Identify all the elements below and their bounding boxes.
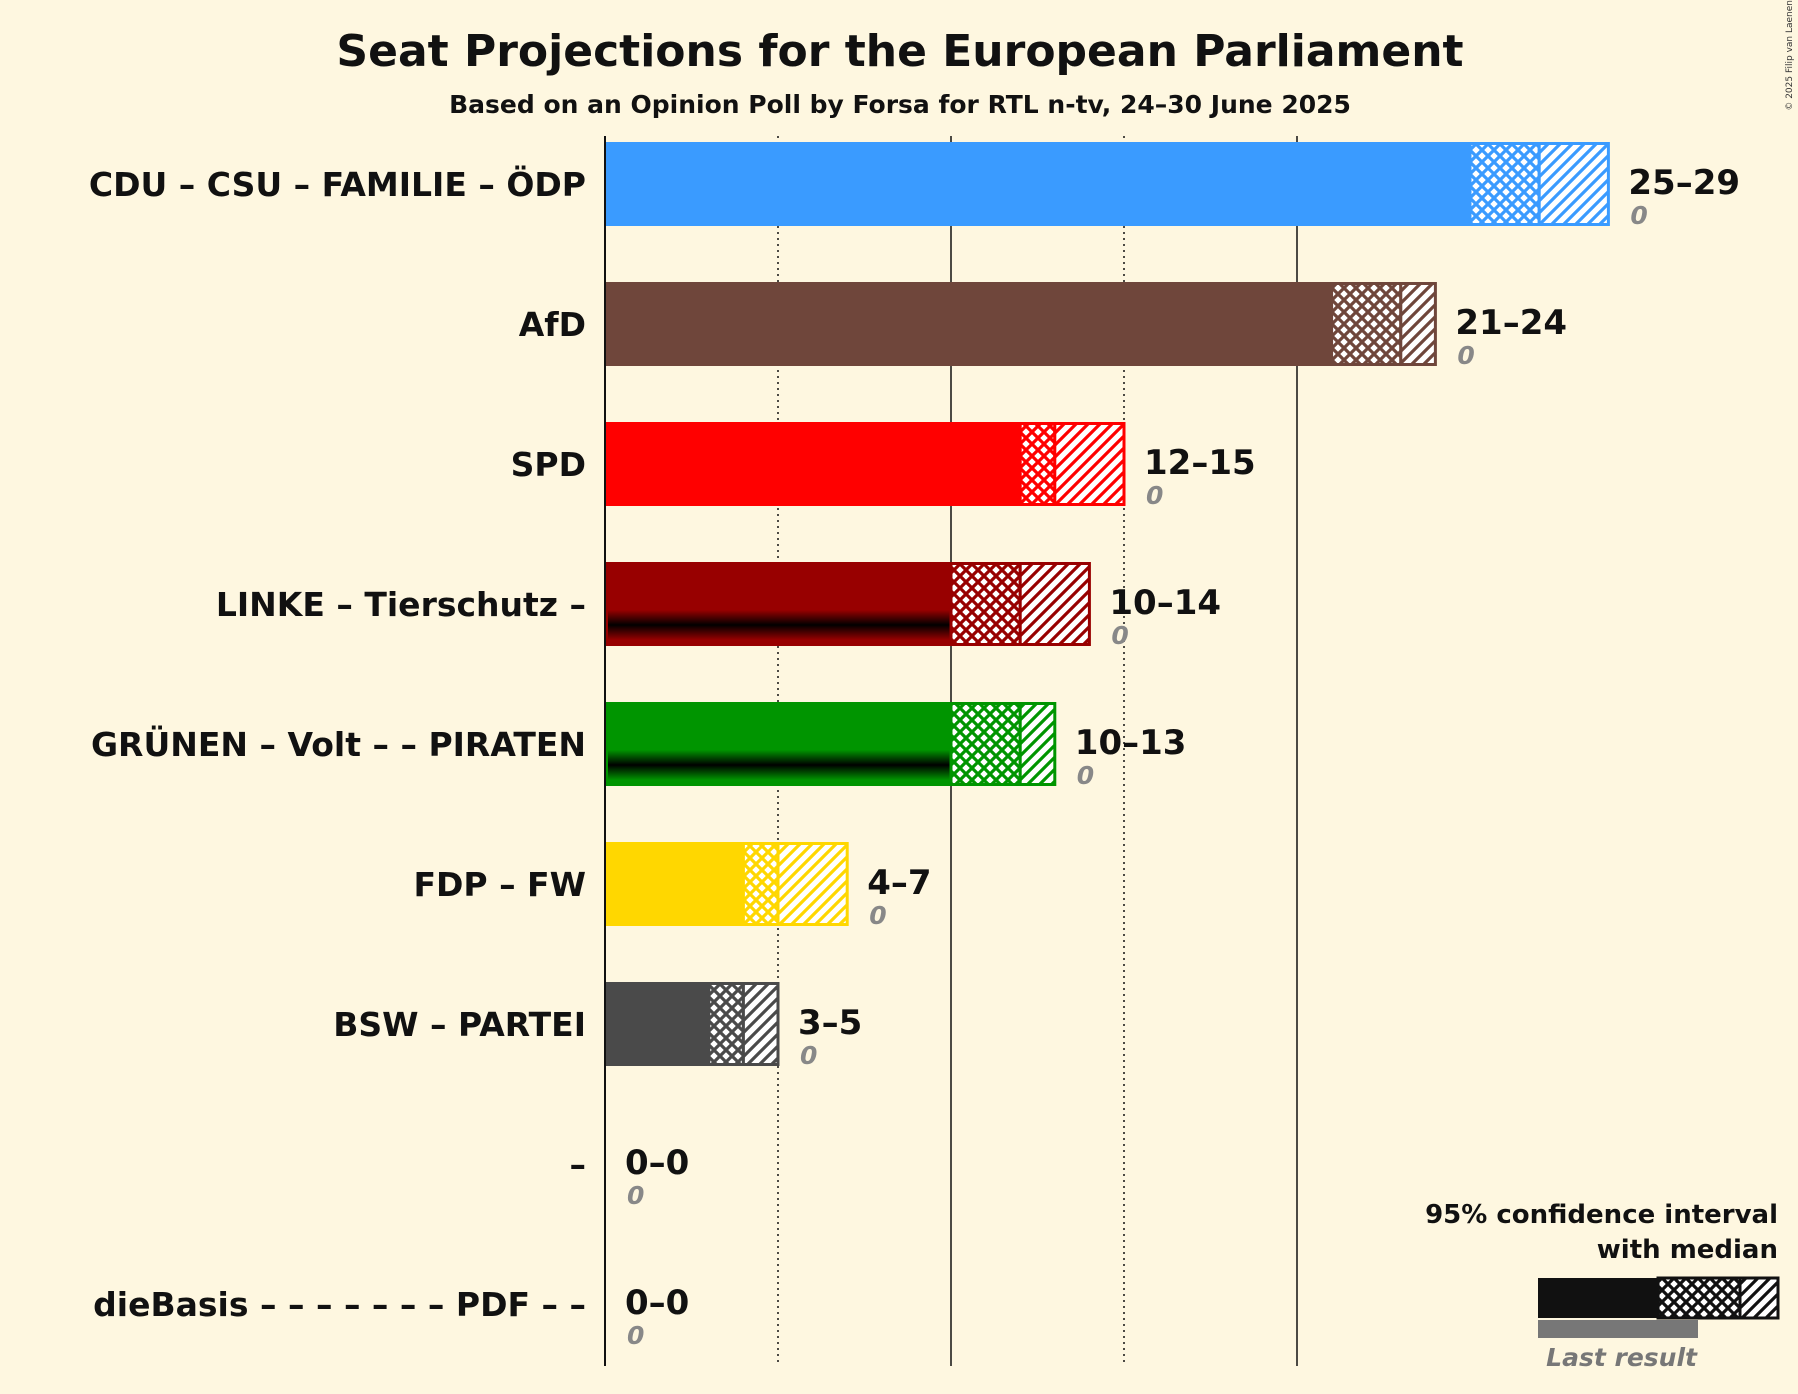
- party-label: –: [570, 1145, 587, 1184]
- party-label: GRÜNEN – Volt – – PIRATEN: [91, 724, 586, 764]
- last-result-label: 0: [800, 1041, 817, 1070]
- range-label: 4–7: [867, 863, 931, 903]
- range-label: 21–24: [1455, 303, 1567, 343]
- party-row: GRÜNEN – Volt – – PIRATEN 10–130: [91, 702, 1186, 790]
- last-result-label: 0: [627, 1181, 644, 1210]
- bar-ci-high: [741, 982, 780, 1066]
- chart-subtitle: Based on an Opinion Poll by Forsa for RT…: [449, 90, 1351, 119]
- last-result-label: 0: [1457, 341, 1474, 370]
- party-label: dieBasis – – – – – – – PDF – –: [93, 1285, 586, 1324]
- bar-stripe: [608, 610, 951, 640]
- party-label: CDU – CSU – FAMILIE – ÖDP: [89, 164, 586, 204]
- legend-crosshatch-swatch: [1656, 1276, 1742, 1320]
- range-label: 12–15: [1144, 443, 1256, 483]
- bar-ci-low: [707, 982, 745, 1066]
- bar-ci-low: [949, 562, 1022, 646]
- bar-ci-high: [1537, 142, 1610, 226]
- party-label: AfD: [519, 305, 586, 344]
- bar-ci-high: [1053, 422, 1126, 506]
- bar-ci-low: [741, 842, 780, 926]
- bar-ci-low: [1330, 282, 1403, 366]
- legend-ci-line1: 95% confidence interval: [1425, 1200, 1778, 1230]
- party-row: SPD 12–150: [511, 422, 1256, 510]
- legend-solid-swatch: [1538, 1278, 1658, 1318]
- party-label: LINKE – Tierschutz –: [216, 585, 586, 624]
- bar-solid: [605, 422, 1021, 506]
- range-label: 0–0: [625, 1143, 689, 1183]
- party-row: LINKE – Tierschutz – 10–140: [216, 562, 1221, 650]
- last-result-label: 0: [1146, 481, 1163, 510]
- chart-title: Seat Projections for the European Parlia…: [336, 26, 1463, 77]
- party-row: AfD 21–240: [519, 282, 1567, 370]
- legend: 95% confidence interval with median Last…: [1425, 1200, 1780, 1372]
- range-label: 10–14: [1109, 583, 1221, 623]
- last-result-label: 0: [1111, 621, 1128, 650]
- range-label: 10–13: [1075, 723, 1187, 763]
- bar-ci-high: [776, 842, 849, 926]
- last-result-label: 0: [1630, 201, 1647, 230]
- party-label: SPD: [511, 445, 586, 484]
- bar-ci-low: [949, 702, 1022, 786]
- legend-last-result-label: Last result: [1546, 1343, 1698, 1372]
- bar-ci-high: [1018, 702, 1057, 786]
- bar-solid: [605, 982, 709, 1066]
- bar-solid: [605, 842, 744, 926]
- party-row: –0–00: [570, 1143, 690, 1210]
- copyright-note: © 2025 Filip van Laenen: [1785, 0, 1795, 111]
- party-row: CDU – CSU – FAMILIE – ÖDP 25–290: [89, 142, 1740, 230]
- last-result-label: 0: [627, 1321, 644, 1350]
- range-label: 3–5: [798, 1003, 862, 1043]
- legend-last-result-swatch: [1538, 1320, 1698, 1338]
- bar-solid: [605, 142, 1470, 226]
- bar-solid: [605, 282, 1332, 366]
- party-label: BSW – PARTEI: [333, 1005, 586, 1044]
- bar-ci-high: [1399, 282, 1437, 366]
- party-row: dieBasis – – – – – – – PDF – – 0–00: [93, 1283, 689, 1350]
- last-result-label: 0: [869, 901, 886, 930]
- party-label: FDP – FW: [413, 865, 586, 904]
- bar-ci-high: [1018, 562, 1091, 646]
- range-label: 0–0: [625, 1283, 689, 1323]
- party-row: FDP – FW 4–70: [413, 842, 932, 930]
- legend-ci-line2: with median: [1597, 1235, 1778, 1265]
- party-row: BSW – PARTEI 3–50: [333, 982, 862, 1070]
- bar-ci-low: [1018, 422, 1057, 506]
- bar-ci-low: [1468, 142, 1541, 226]
- legend-diagonal-swatch: [1738, 1276, 1780, 1320]
- range-label: 25–29: [1628, 163, 1740, 203]
- bar-stripe: [608, 750, 951, 780]
- last-result-label: 0: [1077, 761, 1094, 790]
